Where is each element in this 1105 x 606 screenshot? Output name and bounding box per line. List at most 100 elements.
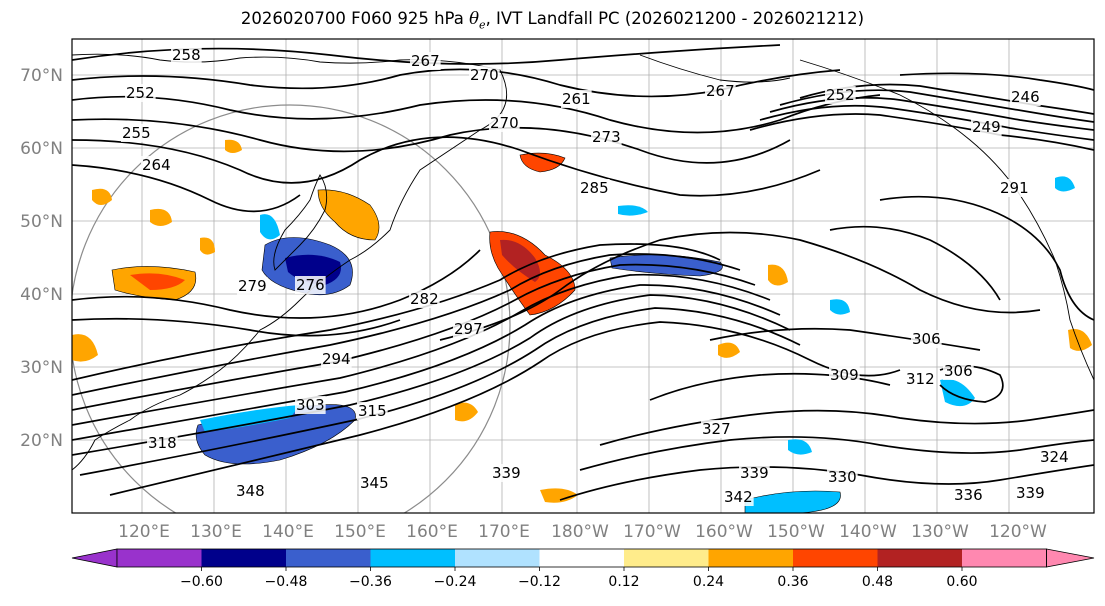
contour-label-bg xyxy=(237,277,268,295)
contour-label-bg xyxy=(491,464,522,482)
contour-label: 276 xyxy=(296,276,325,294)
latitude-axis: 70°N 60°N 50°N 40°N 30°N 20°N xyxy=(20,66,63,451)
contour-labels: 258 267 270 252 261 267 252 246 255 270 … xyxy=(121,46,1070,506)
contour-label: 267 xyxy=(706,82,735,100)
contour-label-bg xyxy=(829,366,860,384)
contour-label-bg xyxy=(1039,448,1070,466)
lon-tick-label: 170°W xyxy=(623,522,681,542)
contour-label: 306 xyxy=(912,330,941,348)
map-title: 2026020700 F060 925 hPa θe, IVT Landfall… xyxy=(0,9,1105,31)
contour-label: 348 xyxy=(236,482,265,500)
contour-label: 339 xyxy=(740,464,769,482)
colorbar-tick-label: −0.36 xyxy=(349,574,392,590)
contour-label-bg xyxy=(141,156,172,174)
colorbar-segment xyxy=(624,549,709,567)
lon-tick-label: 150°E xyxy=(334,522,386,542)
contour-label-bg xyxy=(827,468,858,486)
contour-label-bg xyxy=(705,82,736,100)
contour-label: 294 xyxy=(322,350,351,368)
contour-label: 273 xyxy=(592,128,621,146)
colorbar-segment xyxy=(708,549,794,567)
title-theta-symbol: θ xyxy=(469,9,480,28)
lon-tick-label: 130°E xyxy=(190,522,242,542)
contour-label: 252 xyxy=(826,86,855,104)
colorbar-segment xyxy=(793,549,878,567)
contour-label: 264 xyxy=(142,156,171,174)
contour-label: 303 xyxy=(296,396,325,414)
contour-label-bg xyxy=(235,482,266,500)
contour-label-bg xyxy=(953,486,984,504)
theta-e-contours xyxy=(72,44,1094,501)
contour-label: 255 xyxy=(122,124,151,142)
contour-label-bg xyxy=(1010,88,1041,106)
map-frame xyxy=(71,38,1095,514)
contour-label: 306 xyxy=(944,362,973,380)
contour-label-bg xyxy=(943,362,974,380)
contour-label: 285 xyxy=(580,179,609,197)
longitude-axis: 120°E 130°E 140°E 150°E 160°E 170°E 180°… xyxy=(118,522,1047,542)
colorbar-extend-min xyxy=(71,548,118,568)
contour-label-bg xyxy=(911,330,942,348)
contour-label-bg xyxy=(825,86,856,104)
lon-tick-label: 150°W xyxy=(767,522,825,542)
lat-tick-label: 50°N xyxy=(20,212,63,232)
contour-label: 249 xyxy=(972,118,1001,136)
colorbar-tick-label: −0.24 xyxy=(434,574,477,590)
colorbar-tick-label: 0.60 xyxy=(946,574,977,590)
colorbar-segment xyxy=(286,549,371,567)
contour-label-bg xyxy=(295,396,326,414)
lon-tick-label: 140°E xyxy=(262,522,314,542)
contour-label-bg xyxy=(125,84,156,102)
lon-tick-label: 160°E xyxy=(406,522,458,542)
contour-label: 261 xyxy=(562,90,591,108)
contour-label-bg xyxy=(701,420,732,438)
contour-label-bg xyxy=(489,114,520,132)
colorbar-tick-label: 0.24 xyxy=(693,574,724,590)
contour-label-bg xyxy=(971,118,1002,136)
colorbar-segment xyxy=(117,549,202,567)
contour-label: 324 xyxy=(1040,448,1069,466)
contour-label: 270 xyxy=(470,66,499,84)
colorbar-segment xyxy=(877,549,963,567)
lat-tick-label: 60°N xyxy=(20,139,63,159)
contour-label-bg xyxy=(453,320,484,338)
contour-label: 252 xyxy=(126,84,155,102)
contour-label-bg xyxy=(561,90,592,108)
contour-label-bg xyxy=(999,179,1030,197)
lon-tick-label: 120°E xyxy=(118,522,170,542)
contour-label: 282 xyxy=(410,290,439,308)
lat-tick-label: 70°N xyxy=(20,66,63,86)
lon-tick-label: 170°E xyxy=(478,522,530,542)
lon-tick-label: 160°W xyxy=(695,522,753,542)
lon-tick-label: 130°W xyxy=(911,522,969,542)
contour-label: 345 xyxy=(360,474,389,492)
contour-label: 339 xyxy=(1016,484,1045,502)
contour-label-bg xyxy=(410,52,441,70)
contour-label: 315 xyxy=(358,402,387,420)
contour-label: 318 xyxy=(148,434,177,452)
colorbar-tick-label: 0.36 xyxy=(777,574,808,590)
contour-label-bg xyxy=(739,464,770,482)
title-prefix: 2026020700 F060 925 hPa xyxy=(240,9,470,28)
contour-label-bg xyxy=(1015,484,1046,502)
colorbar-tick-label: 0.48 xyxy=(862,574,893,590)
contour-label: 279 xyxy=(238,277,267,295)
colorbar-tick-label: −0.60 xyxy=(180,574,223,590)
title-suffix: , IVT Landfall PC (2026021200 - 20260212… xyxy=(485,9,865,28)
lat-tick-label: 40°N xyxy=(20,285,63,305)
colorbar: −0.60 −0.48 −0.36 −0.24 −0.12 0.12 0.24 0.36 0.4… xyxy=(71,548,1095,590)
contour-label: 330 xyxy=(828,468,857,486)
contour-label-bg xyxy=(171,46,202,64)
colorbar-outline xyxy=(116,548,1047,568)
contour-label-bg xyxy=(359,474,390,492)
contour-label-bg xyxy=(357,402,388,420)
colorbar-segment xyxy=(539,549,625,567)
contour-label: 339 xyxy=(492,464,521,482)
range-ring xyxy=(72,104,511,513)
map-content xyxy=(72,39,1094,513)
lon-tick-label: 180°W xyxy=(551,522,609,542)
contour-label: 267 xyxy=(411,52,440,70)
colorbar-segment xyxy=(201,549,287,567)
lat-tick-label: 20°N xyxy=(20,431,63,451)
